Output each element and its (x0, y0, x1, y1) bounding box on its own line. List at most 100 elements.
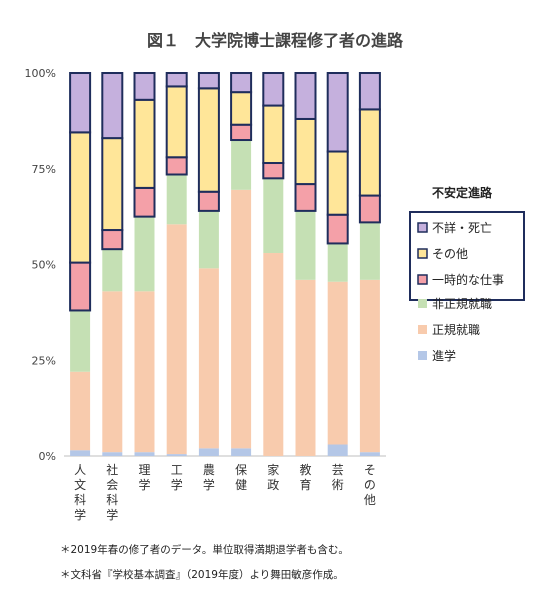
bar-segment (70, 371, 91, 451)
bar-segment (134, 187, 155, 217)
bar-segment (295, 118, 316, 185)
x-tick-label: 理学 (138, 463, 150, 492)
x-tick-label: 家政 (267, 462, 279, 492)
bar-segment (198, 88, 219, 192)
bar-segment (198, 73, 219, 89)
bar-segment-outline (165, 72, 188, 88)
bar-segment (134, 99, 155, 188)
bar-segment (263, 178, 284, 254)
legend-label: その他 (432, 247, 468, 261)
bar-segment (295, 210, 316, 280)
y-tick-label: 0% (39, 450, 56, 463)
bars (69, 72, 381, 456)
x-tick-label: 社会科学 (106, 462, 118, 522)
bar-segment (359, 279, 380, 453)
legend-label: 進学 (432, 348, 456, 363)
bar-segment (102, 291, 123, 453)
bar-segment (327, 151, 348, 215)
bar-segment (327, 243, 348, 282)
bar-segment (70, 450, 91, 456)
bar-segment (102, 138, 123, 231)
bar-segment (359, 73, 380, 110)
bar-segment-outline (294, 72, 317, 120)
bar-segment (166, 86, 187, 158)
bar-segment (359, 452, 380, 456)
y-tick-label: 100% (25, 67, 56, 80)
bar-segment (134, 73, 155, 100)
legend-swatch (418, 351, 427, 360)
legend-swatch (417, 248, 428, 259)
bar-segment-outline (197, 72, 220, 90)
bar-segment-outline (326, 72, 349, 153)
x-tick-label: その他 (364, 463, 376, 507)
bar-segment (134, 216, 155, 292)
legend-label: 非正規就職 (432, 296, 492, 311)
bar-segment (166, 224, 187, 455)
bar-segment (231, 73, 252, 93)
bar-segment (327, 73, 348, 152)
x-tick-label: 農学 (203, 463, 215, 492)
bar-segment (166, 73, 187, 87)
bar-segment (102, 230, 123, 250)
bar-segment (166, 174, 187, 225)
bar-segment (327, 214, 348, 244)
bar-segment (102, 249, 123, 292)
bar-segment (198, 210, 219, 269)
bar-segment (231, 189, 252, 449)
bar-segment (134, 291, 155, 453)
x-tick-label: 保健 (235, 463, 247, 492)
bar-segment (263, 163, 284, 179)
legend-swatch (417, 222, 428, 233)
bar-segment (102, 73, 123, 139)
legend-label: 一時的な仕事 (432, 272, 504, 287)
legend-swatch (418, 299, 427, 308)
bar-segment-outline (230, 72, 253, 94)
bar-segment (198, 448, 219, 456)
bar-segment (134, 452, 155, 456)
chart-title: 図１ 大学院博士課程修了者の進路 (147, 31, 404, 50)
bar-segment (166, 454, 187, 456)
y-tick-label: 25% (32, 354, 56, 367)
bar-segment-outline (262, 72, 285, 107)
legend-unstable-box (409, 211, 525, 301)
bar-segment (359, 109, 380, 196)
x-tick-label: 芸術 (332, 463, 344, 492)
bar-segment (263, 73, 284, 106)
bar-segment (198, 268, 219, 449)
bar-segment (231, 92, 252, 125)
bar-segment (231, 140, 252, 190)
bar-segment (231, 448, 252, 456)
x-tick-label: 工学 (171, 463, 183, 492)
legend-title: 不安定進路 (432, 185, 493, 200)
bar-segment (70, 310, 91, 372)
bar-segment (295, 279, 316, 456)
bar-segment-outline (69, 72, 92, 134)
bar-segment-outline (358, 72, 381, 111)
bar-segment (327, 281, 348, 445)
legend-label: 正規就職 (432, 322, 480, 337)
legend-label: 不詳・死亡 (432, 220, 492, 235)
bar-segment (70, 262, 91, 311)
bar-segment (295, 73, 316, 119)
bar-segment (263, 105, 284, 164)
x-tick-label: 教育 (299, 462, 311, 492)
legend-swatch (418, 325, 427, 334)
bar-segment (263, 253, 284, 456)
bar-segment (359, 195, 380, 223)
bar-segment (327, 444, 348, 456)
bar-segment (166, 157, 187, 175)
bar-segment (295, 184, 316, 211)
legend-swatch (417, 274, 428, 285)
bar-segment (102, 452, 123, 456)
y-tick-label: 75% (32, 163, 56, 176)
bar-segment-outline (101, 72, 124, 140)
bar-segment (70, 73, 91, 133)
y-tick-label: 50% (32, 259, 56, 272)
x-tick-label: 人文科学 (74, 463, 86, 522)
footnote-1: ＊2019年春の修了者のデータ。単位取得満期退学者も含む。 (60, 543, 349, 556)
footnote-2: ＊文科省『学校基本調査』（2019年度）より舞田敏彦作成。 (60, 568, 344, 581)
bar-segment-outline (133, 72, 156, 101)
